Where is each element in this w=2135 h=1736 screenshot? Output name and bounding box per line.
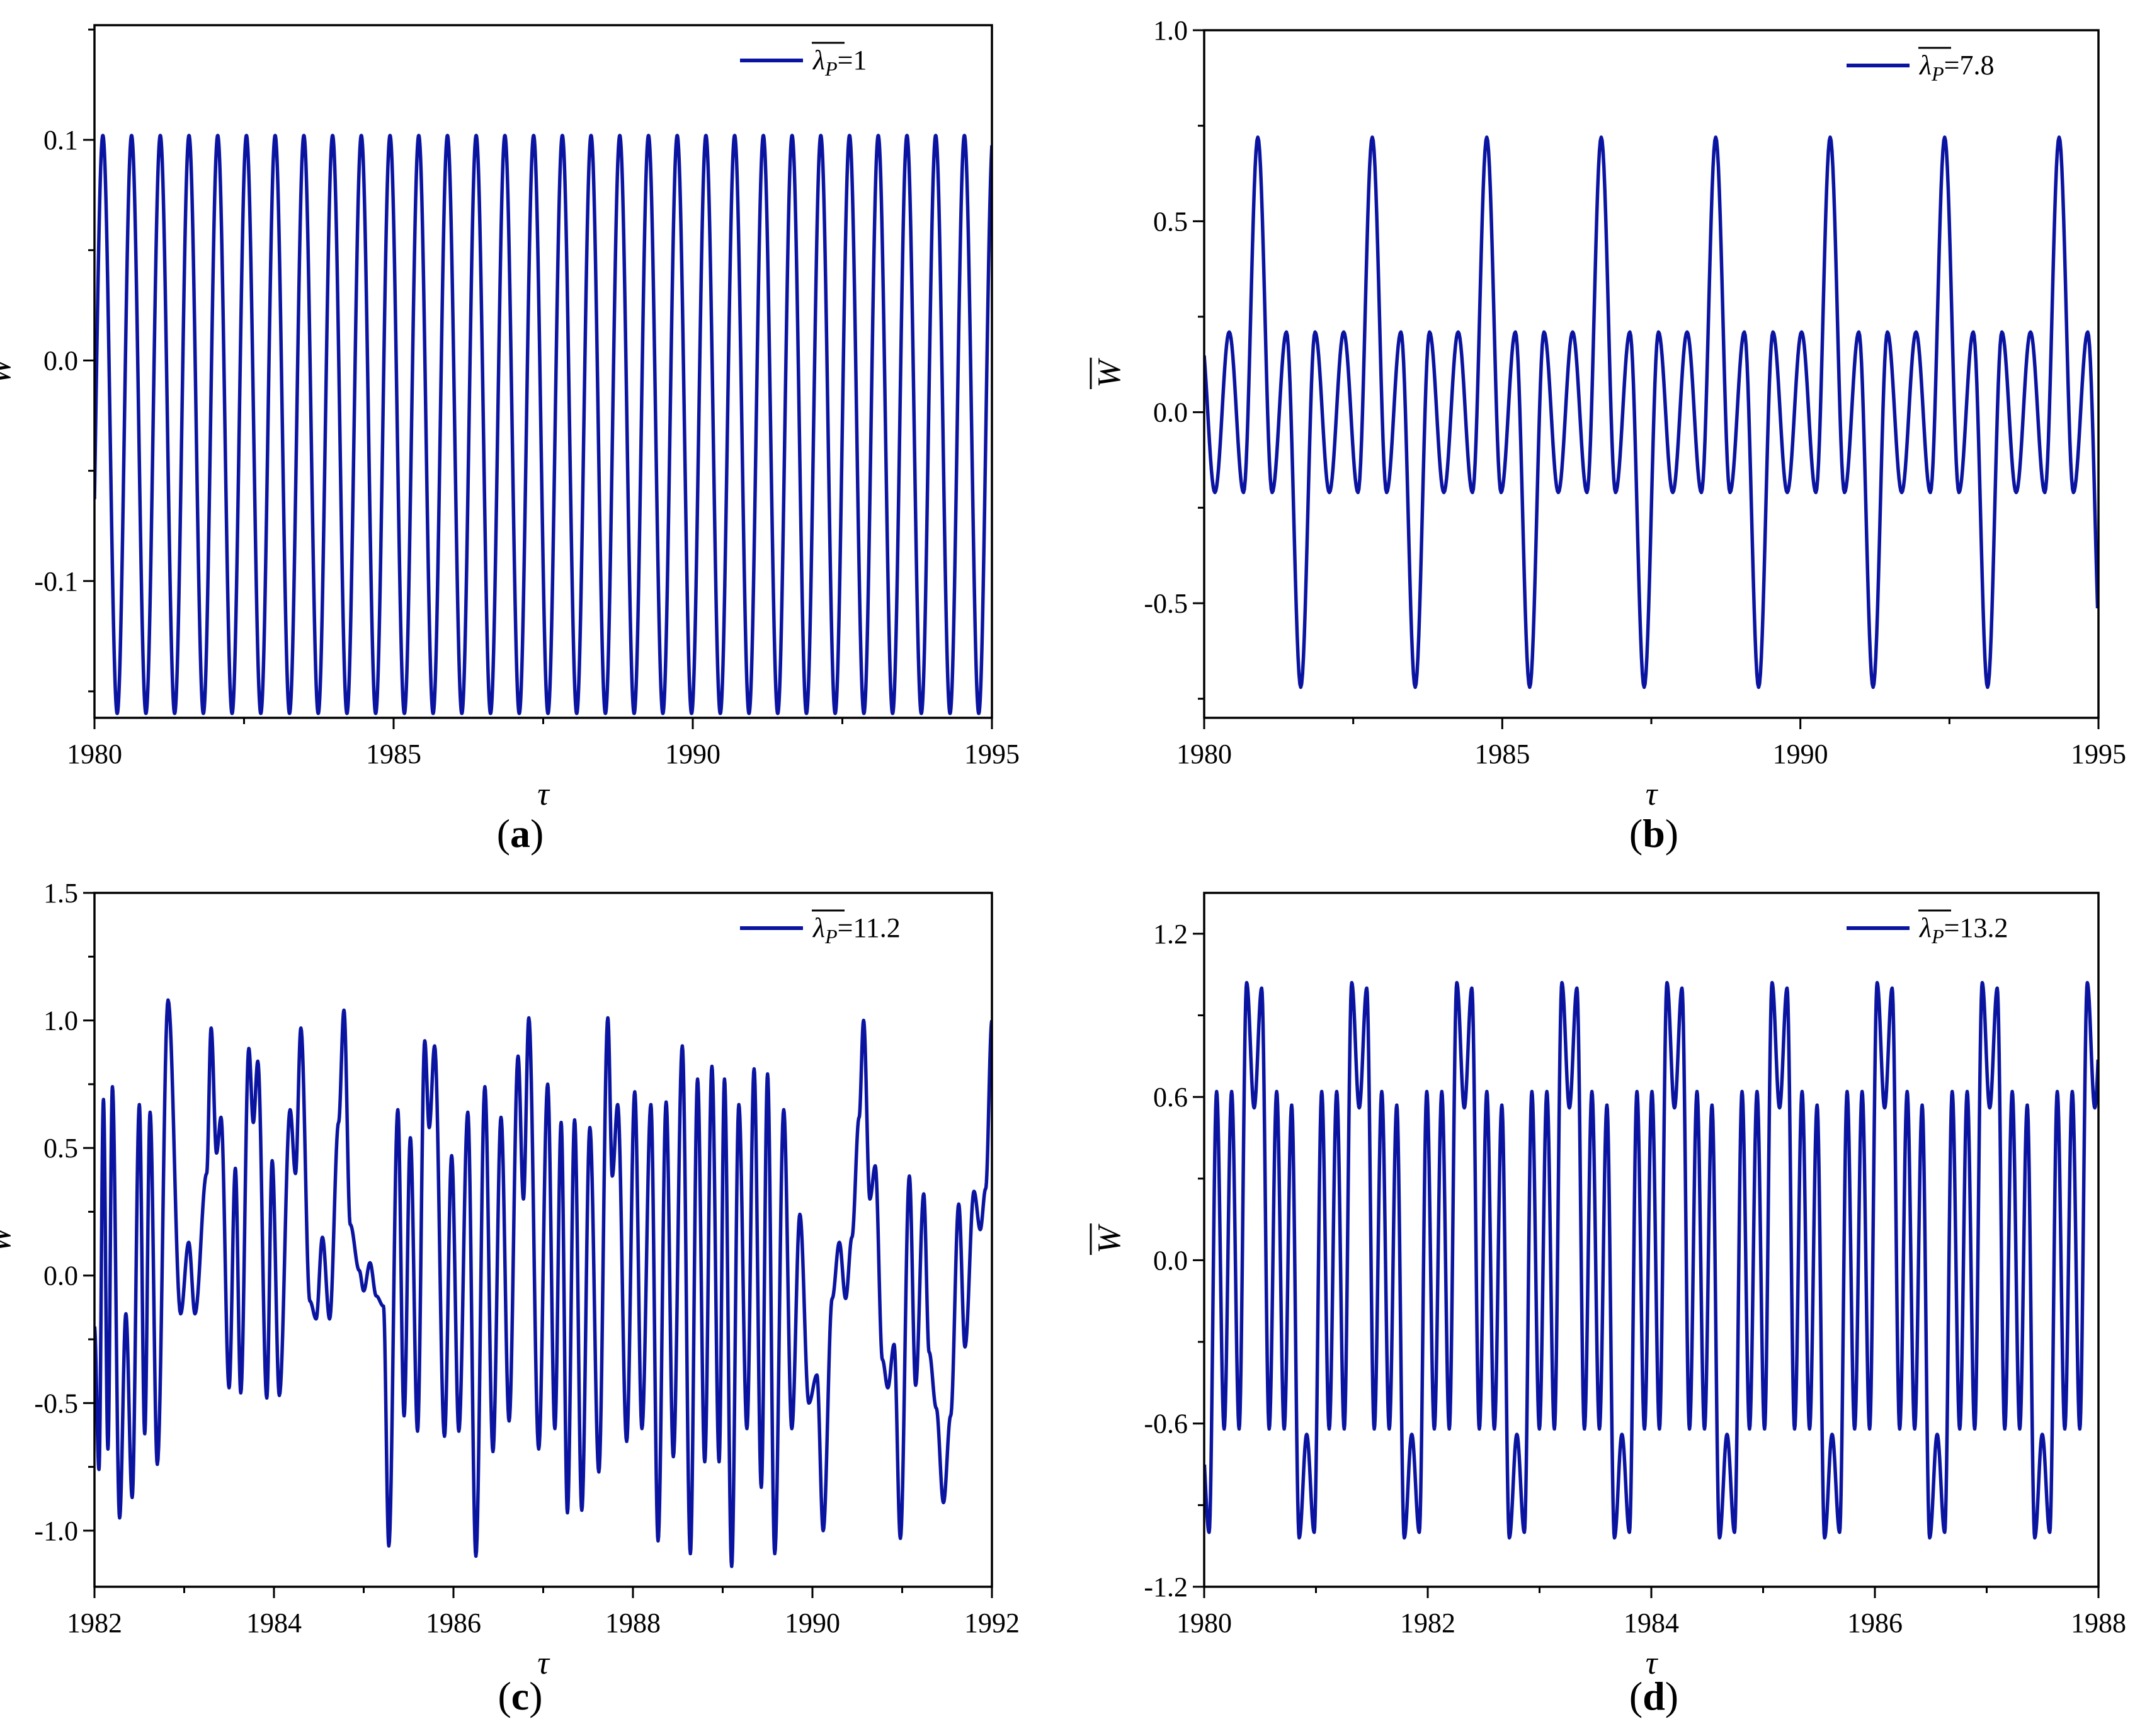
y-tick-label: 0.5 bbox=[43, 1133, 78, 1164]
panel-label: (c) bbox=[498, 1674, 542, 1718]
x-tick-label: 1995 bbox=[964, 739, 1020, 769]
legend-equals: = bbox=[1944, 50, 1960, 81]
legend-label: λP=13.2 bbox=[1918, 912, 2008, 948]
x-tick-label: 1995 bbox=[2071, 739, 2126, 769]
x-tick-label: 1990 bbox=[665, 739, 720, 769]
legend-subscript: P bbox=[824, 925, 838, 948]
panel-label-open: ( bbox=[497, 811, 510, 856]
y-tick-label: -0.5 bbox=[1144, 588, 1188, 619]
y-tick-label: -0.1 bbox=[34, 566, 78, 597]
x-tick-label: 1980 bbox=[67, 739, 122, 769]
y-tick-label: 1.0 bbox=[43, 1006, 78, 1036]
panel-label: (b) bbox=[1629, 811, 1678, 856]
legend-symbol: λ bbox=[1918, 50, 1932, 81]
y-tick-label: 0.0 bbox=[1153, 1245, 1188, 1276]
x-tick-label: 1986 bbox=[426, 1608, 481, 1638]
y-axis-title-group: W bbox=[0, 1223, 18, 1254]
legend-subscript: P bbox=[824, 57, 838, 80]
y-tick-label: 0.0 bbox=[43, 345, 78, 376]
x-tick-label: 1982 bbox=[67, 1608, 122, 1638]
legend-symbol: λ bbox=[812, 912, 825, 943]
y-tick-label: -0.5 bbox=[34, 1388, 78, 1419]
y-tick-label: 0.0 bbox=[43, 1261, 78, 1291]
x-tick-label: 1986 bbox=[1847, 1608, 1903, 1638]
x-tick-label: 1988 bbox=[605, 1608, 661, 1638]
legend-label: λP=7.8 bbox=[1918, 50, 1994, 85]
x-tick-label: 1990 bbox=[785, 1608, 840, 1638]
series-line-d bbox=[1204, 980, 2098, 1540]
x-axis-title: τ bbox=[1646, 776, 1659, 812]
panel-label-letter: c bbox=[511, 1674, 529, 1718]
x-tick-label: 1990 bbox=[1773, 739, 1828, 769]
chart-panel-d: 1980 1982 1984 1986 1988 -1.2 -0.6 0.0 0.6 1.2 τ Wλ… bbox=[1090, 892, 2126, 1718]
legend-equals: = bbox=[838, 45, 853, 76]
x-tick-label: 1985 bbox=[366, 739, 421, 769]
y-tick-label: 1.0 bbox=[1153, 15, 1188, 46]
y-tick-label: -1.2 bbox=[1144, 1572, 1188, 1603]
panel-label-close: ) bbox=[1665, 1674, 1678, 1718]
y-tick-label: 1.2 bbox=[1153, 919, 1188, 950]
panel-label-letter: a bbox=[510, 811, 530, 856]
legend-value: 13.2 bbox=[1959, 912, 2008, 943]
panel-label-letter: d bbox=[1643, 1674, 1665, 1718]
x-axis-title: τ bbox=[1646, 1645, 1659, 1681]
panel-label-letter: b bbox=[1643, 811, 1665, 856]
x-tick-label: 1982 bbox=[1400, 1608, 1455, 1638]
panel-label-close: ) bbox=[1665, 811, 1678, 856]
panel-label-close: ) bbox=[529, 1674, 542, 1718]
y-axis-title: W bbox=[1091, 358, 1127, 388]
chart-panel-b: 1980 1985 1990 1995 -0.5 0.0 0.5 1.0 τ WλP=7.8 (b) bbox=[1090, 15, 2126, 856]
legend-equals: = bbox=[1944, 912, 1960, 943]
x-axis-title: τ bbox=[537, 776, 550, 812]
legend-value: 7.8 bbox=[1959, 50, 1994, 81]
legend-label: λP=11.2 bbox=[812, 912, 901, 948]
y-tick-label: 0.1 bbox=[43, 125, 78, 156]
legend: λP=1 bbox=[740, 42, 867, 80]
x-axis-title: τ bbox=[537, 1645, 550, 1681]
legend-subscript: P bbox=[1931, 62, 1944, 85]
legend-label: λP=1 bbox=[812, 45, 867, 80]
y-tick-label: 0.0 bbox=[1153, 397, 1188, 428]
y-axis-title: W bbox=[1091, 1223, 1127, 1254]
legend-symbol: λ bbox=[812, 45, 825, 76]
panel-label: (d) bbox=[1629, 1674, 1678, 1718]
y-tick-label: -0.6 bbox=[1144, 1409, 1188, 1439]
legend-subscript: P bbox=[1931, 925, 1944, 948]
y-tick-label: 1.5 bbox=[43, 878, 78, 909]
panel-label: (a) bbox=[497, 811, 544, 856]
x-tick-label: 1984 bbox=[246, 1608, 302, 1638]
series-line-c bbox=[94, 998, 992, 1569]
x-tick-label: 1985 bbox=[1474, 739, 1530, 769]
legend: λP=11.2 bbox=[740, 909, 901, 948]
x-tick-label: 1988 bbox=[2071, 1608, 2126, 1638]
panel-label-close: ) bbox=[530, 811, 544, 856]
chart-panel-a: 1980 1985 1990 1995 -0.1 0.0 0.1 τ WλP=1 (a) bbox=[0, 24, 1020, 856]
panel-label-open: ( bbox=[1629, 1674, 1643, 1718]
x-tick-label: 1984 bbox=[1624, 1608, 1679, 1638]
legend-value: 11.2 bbox=[853, 912, 900, 943]
x-tick-label: 1980 bbox=[1176, 1608, 1232, 1638]
chart-panel-c: 1982 1984 1986 1988 1990 1992 -1.0 -0.5 0.0 0.5 1.… bbox=[0, 878, 1020, 1718]
y-axis-title-group: W bbox=[0, 355, 18, 385]
legend-equals: = bbox=[838, 912, 853, 943]
panel-label-open: ( bbox=[498, 1674, 511, 1718]
legend-symbol: λ bbox=[1918, 912, 1932, 943]
y-axis-title: W bbox=[0, 1223, 18, 1254]
series-line-a bbox=[94, 133, 992, 715]
x-tick-label: 1980 bbox=[1176, 739, 1232, 769]
y-tick-label: -1.0 bbox=[34, 1516, 78, 1546]
y-tick-label: 0.5 bbox=[1153, 206, 1188, 237]
x-tick-label: 1992 bbox=[964, 1608, 1020, 1638]
y-tick-label: 0.6 bbox=[1153, 1082, 1188, 1113]
y-axis-title: W bbox=[0, 355, 18, 385]
legend: λP=7.8 bbox=[1847, 47, 1994, 85]
y-axis-title-group: W bbox=[1090, 1223, 1127, 1255]
panel-label-open: ( bbox=[1629, 811, 1643, 856]
legend-value: 1 bbox=[853, 45, 867, 76]
legend: λP=13.2 bbox=[1847, 909, 2008, 948]
series-line-b bbox=[1204, 135, 2098, 689]
y-axis-title-group: W bbox=[1090, 358, 1127, 389]
